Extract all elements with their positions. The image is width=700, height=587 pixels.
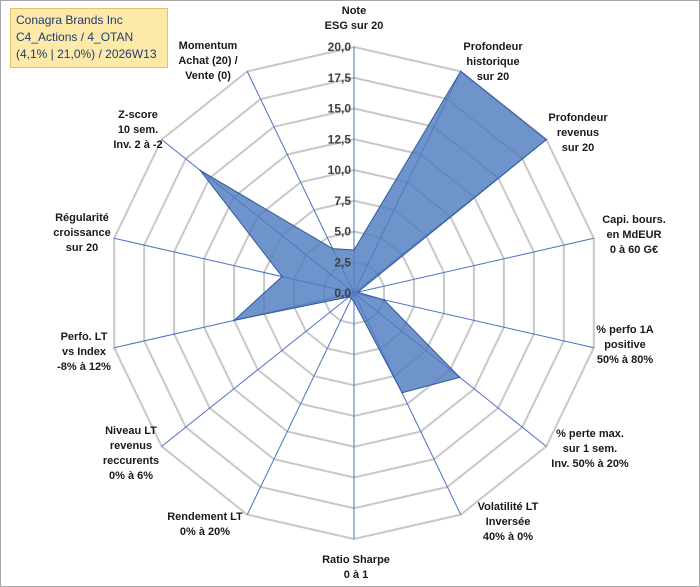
info-portfolio: C4_Actions / 4_OTAN — [16, 30, 134, 44]
tick-label-0: 0,0 — [334, 286, 351, 300]
tick-label-1: 2,5 — [334, 255, 351, 269]
data-point-12 — [199, 169, 201, 172]
data-point-6 — [401, 391, 403, 394]
axis-spoke-4 — [353, 292, 594, 349]
data-point-7 — [353, 300, 355, 303]
axis-label-0: Note ESG sur 20 — [325, 5, 384, 32]
axis-label-7: Ratio Sharpe 0 à 1 — [322, 554, 390, 581]
data-point-8 — [350, 297, 353, 300]
axis-spoke-3 — [353, 237, 594, 294]
tick-label-8: 20,0 — [328, 40, 352, 54]
tick-label-7: 17,5 — [328, 71, 352, 85]
info-box: Conagra Brands Inc C4_Actions / 4_OTAN (… — [10, 8, 168, 68]
axis-label-3: Capi. bours. en MdEUR 0 à 60 G€ — [602, 214, 666, 256]
axis-label-6: Volatilité LT Inversée 40% à 0% — [478, 501, 539, 543]
data-point-0 — [353, 249, 355, 251]
data-point-4 — [383, 299, 385, 301]
axis-label-8: Rendement LT 0% à 20% — [167, 511, 243, 538]
axis-label-2: Profondeur revenus sur 20 — [548, 112, 608, 154]
axis-label-9: Niveau LT revenus reccurents 0% à 6% — [103, 425, 159, 482]
tick-label-3: 7,5 — [334, 194, 351, 208]
tick-label-2: 5,0 — [334, 225, 351, 239]
tick-label-5: 12,5 — [328, 132, 352, 146]
info-period: (4,1% | 21,0%) / 2026W13 — [16, 47, 157, 61]
data-series-area — [199, 70, 548, 394]
axis-label-13: Momentum Achat (20) / Vente (0) — [178, 40, 237, 82]
tick-label-6: 15,0 — [328, 102, 352, 116]
data-point-9 — [348, 296, 350, 298]
info-company: Conagra Brands Inc — [16, 13, 123, 27]
data-point-11 — [281, 275, 283, 278]
axis-label-5: % perte max. sur 1 sem. Inv. 50% à 20% — [551, 428, 629, 470]
axis-label-11: Régularité croissance sur 20 — [53, 212, 110, 254]
data-point-13 — [331, 247, 334, 250]
axis-label-4: % perfo 1A positive 50% à 80% — [596, 324, 654, 366]
axis-label-1: Profondeur historique sur 20 — [463, 41, 523, 83]
axis-label-12: Z-score 10 sem. Inv. 2 à -2 — [113, 109, 162, 151]
axis-spoke-9 — [161, 292, 355, 447]
data-point-1 — [459, 70, 462, 73]
data-point-10 — [233, 319, 235, 322]
data-point-5 — [458, 376, 461, 379]
axis-label-10: Perfo. LT vs Index -8% à 12% — [57, 331, 111, 373]
data-point-3 — [356, 291, 359, 293]
tick-label-4: 10,0 — [328, 163, 352, 177]
axis-spoke-8 — [246, 292, 355, 515]
data-point-2 — [545, 138, 548, 141]
